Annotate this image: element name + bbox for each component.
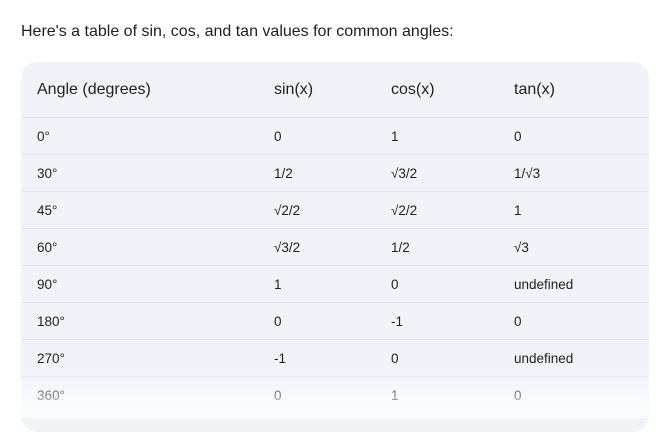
cell-cos: 1 (391, 388, 399, 404)
cell-tan: 0 (514, 314, 522, 330)
cell-sin: √3/2 (274, 240, 300, 256)
cell-angle: 45° (37, 203, 57, 219)
cell-angle: 30° (37, 166, 57, 182)
table-row: 45° √2/2 √2/2 1 (21, 192, 649, 229)
cell-tan: 1/√3 (514, 166, 540, 182)
table-row: 60° √3/2 1/2 √3 (21, 229, 649, 266)
table-row: 30° 1/2 √3/2 1/√3 (21, 155, 649, 192)
table-header-row: Angle (degrees) sin(x) cos(x) tan(x) (21, 62, 649, 118)
table-row: 90° 1 0 undefined (21, 266, 649, 303)
header-angle: Angle (degrees) (37, 79, 151, 101)
cell-cos: √2/2 (391, 203, 417, 219)
cell-tan: undefined (514, 351, 573, 367)
header-sin: sin(x) (274, 79, 313, 101)
response-intro-text: Here's a table of sin, cos, and tan valu… (21, 21, 454, 43)
header-tan: tan(x) (514, 79, 555, 101)
cell-tan: √3 (514, 240, 529, 256)
cell-cos: √3/2 (391, 166, 417, 182)
cell-angle: 360° (37, 388, 65, 404)
table-row: 0° 0 1 0 (21, 118, 649, 155)
trig-values-table: Angle (degrees) sin(x) cos(x) tan(x) 0° … (21, 62, 649, 432)
cell-angle: 60° (37, 240, 57, 256)
table-row: 360° 0 1 0 (21, 377, 649, 414)
cell-sin: √2/2 (274, 203, 300, 219)
cell-angle: 180° (37, 314, 65, 330)
cell-cos: 0 (391, 351, 399, 367)
cell-cos: -1 (391, 314, 403, 330)
header-cos: cos(x) (391, 79, 435, 101)
cell-angle: 270° (37, 351, 65, 367)
cell-angle: 0° (37, 129, 50, 145)
cell-cos: 1 (391, 129, 399, 145)
table-row: 180° 0 -1 0 (21, 303, 649, 340)
cell-sin: 0 (274, 129, 282, 145)
cell-sin: 0 (274, 388, 282, 404)
cell-tan: 0 (514, 388, 522, 404)
cell-tan: 0 (514, 129, 522, 145)
cell-sin: 1/2 (274, 166, 293, 182)
cell-cos: 1/2 (391, 240, 410, 256)
cell-tan: undefined (514, 277, 573, 293)
cell-sin: 0 (274, 314, 282, 330)
cell-tan: 1 (514, 203, 522, 219)
cell-angle: 90° (37, 277, 57, 293)
cell-sin: 1 (274, 277, 282, 293)
table-row: 270° -1 0 undefined (21, 340, 649, 377)
cell-sin: -1 (274, 351, 286, 367)
cell-cos: 0 (391, 277, 399, 293)
